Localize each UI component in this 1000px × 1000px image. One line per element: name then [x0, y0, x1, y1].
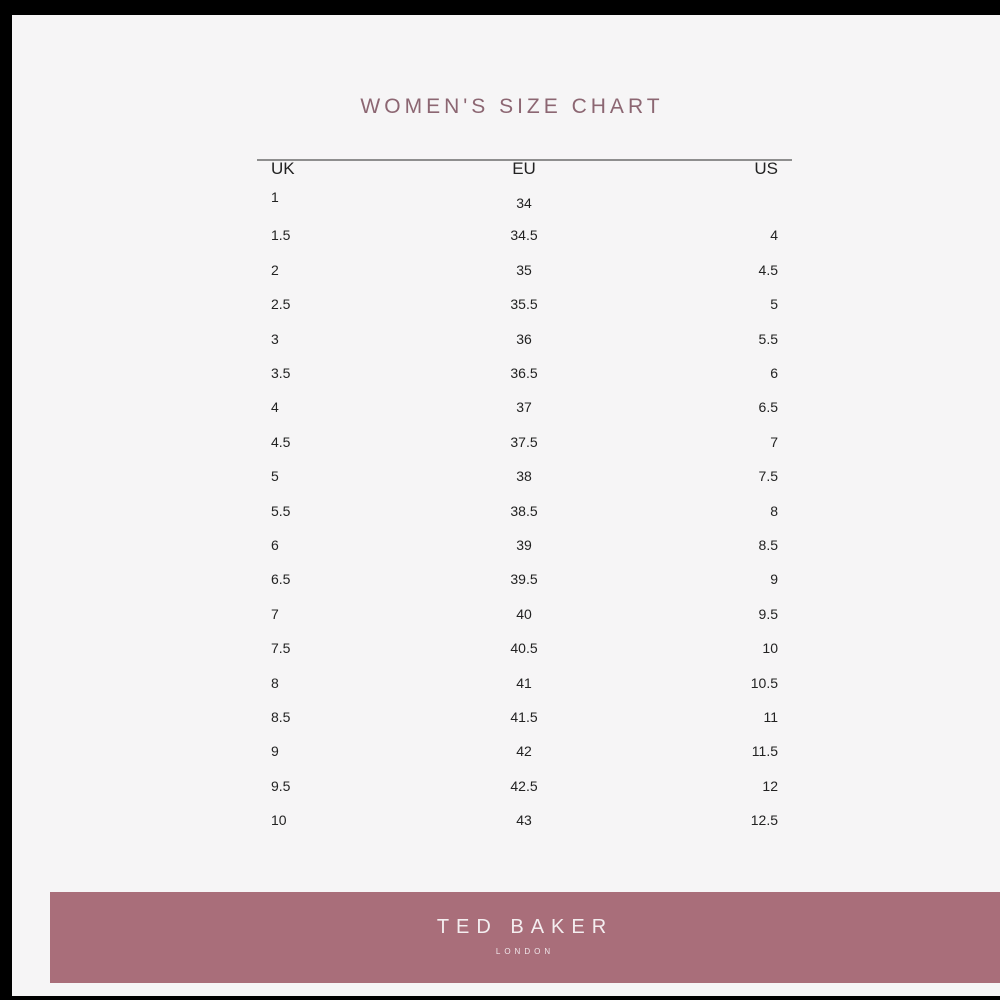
- size-chart-page: WOMEN'S SIZE CHART UK EU US 1 34 1.5 34.5 4 2…: [12, 15, 1000, 996]
- cell-us: 4.5: [758, 261, 778, 278]
- brand-logo: TED BAKER: [436, 916, 614, 938]
- cell-eu: 38.5: [510, 502, 538, 519]
- cell-eu: 41: [516, 674, 532, 691]
- table-row: 9 42 11.5: [12, 743, 1000, 763]
- cell-eu: 37: [516, 399, 532, 416]
- table-row: 9.5 42.5 12: [12, 778, 1000, 798]
- cell-eu: 40: [516, 605, 532, 622]
- cell-us: 8.5: [758, 537, 778, 553]
- cell-us: 6.5: [758, 399, 778, 416]
- table-row: 4 37 6.5: [12, 399, 1000, 419]
- cell-uk: 1.5: [271, 227, 291, 244]
- table-row: 3 36 5.5: [12, 331, 1000, 351]
- cell-uk: 7.5: [271, 640, 291, 657]
- cell-eu: 35: [516, 261, 532, 278]
- cell-us: 12: [762, 777, 778, 794]
- cell-us: 7: [770, 433, 778, 450]
- cell-us: 5: [770, 296, 778, 313]
- cell-uk: 5: [271, 468, 279, 485]
- header-eu: EU: [512, 159, 536, 178]
- cell-us: 7.5: [758, 468, 778, 485]
- cell-eu: 37.5: [510, 433, 538, 450]
- cell-eu: 38: [516, 468, 532, 485]
- cell-uk: 10: [271, 812, 287, 829]
- cell-us: 4: [770, 227, 778, 244]
- cell-eu: 42: [516, 743, 532, 760]
- cell-eu: 35.5: [510, 296, 538, 313]
- cell-eu: 41.5: [510, 709, 538, 725]
- table-header: UK EU US: [12, 159, 1000, 179]
- header-uk: UK: [271, 159, 295, 178]
- cell-eu: 39: [516, 537, 532, 553]
- cell-eu: 43: [516, 812, 532, 829]
- cell-uk: 7: [271, 605, 279, 622]
- table-row: 2 35 4.5: [12, 262, 1000, 282]
- cell-uk: 8.5: [271, 709, 291, 725]
- cell-eu: 42.5: [510, 777, 538, 794]
- cell-us: 11: [763, 709, 778, 725]
- cell-uk: 3: [271, 330, 279, 347]
- table-row: 8.5 41.5 11: [12, 709, 1000, 729]
- cell-uk: 4: [271, 399, 279, 416]
- table-row: 1.5 34.5 4: [12, 227, 1000, 247]
- cell-uk: 6.5: [271, 571, 291, 588]
- cell-eu: 36: [516, 330, 532, 347]
- table-row: 8 41 10.5: [12, 675, 1000, 695]
- table-row: 7 40 9.5: [12, 606, 1000, 626]
- table-row: 5.5 38.5 8: [12, 503, 1000, 523]
- cell-us: 9.5: [758, 605, 778, 622]
- table-row: 1 34: [12, 189, 1000, 211]
- cell-uk: 9: [271, 743, 279, 760]
- cell-uk: 2: [271, 261, 279, 278]
- cell-us: 10: [762, 640, 778, 657]
- cell-uk: 2.5: [271, 296, 291, 313]
- table-row: 6.5 39.5 9: [12, 571, 1000, 591]
- header-divider: [257, 159, 792, 161]
- cell-us: 9: [770, 571, 778, 588]
- cell-eu: 34.5: [510, 227, 538, 244]
- cell-uk: 1: [271, 189, 279, 205]
- cell-eu: 40.5: [510, 640, 538, 657]
- table-row: 7.5 40.5 10: [12, 640, 1000, 660]
- table-row: 4.5 37.5 7: [12, 434, 1000, 454]
- cell-uk: 3.5: [271, 365, 291, 381]
- cell-uk: 5.5: [271, 502, 291, 519]
- cell-us: 10.5: [750, 674, 778, 691]
- cell-us: 5.5: [758, 330, 778, 347]
- table-row: 3.5 36.5 6: [12, 365, 1000, 385]
- brand-banner: TED BAKER LONDON: [50, 892, 1000, 983]
- cell-uk: 4.5: [271, 433, 291, 450]
- table-row: 2.5 35.5 5: [12, 296, 1000, 316]
- cell-us: 11.5: [751, 743, 778, 760]
- cell-us: 8: [770, 502, 778, 519]
- cell-uk: 6: [271, 537, 279, 553]
- cell-uk: 8: [271, 674, 279, 691]
- header-us: US: [754, 159, 778, 178]
- page-title: WOMEN'S SIZE CHART: [360, 95, 664, 118]
- table-row: 5 38 7.5: [12, 468, 1000, 488]
- cell-us: 6: [770, 365, 778, 381]
- brand-subtitle: LONDON: [495, 947, 555, 956]
- cell-eu: 34: [516, 195, 532, 211]
- cell-uk: 9.5: [271, 777, 291, 794]
- table-row: 6 39 8.5: [12, 537, 1000, 557]
- cell-eu: 39.5: [510, 571, 538, 588]
- table-row: 10 43 12.5: [12, 812, 1000, 832]
- cell-eu: 36.5: [510, 365, 538, 381]
- cell-us: 12.5: [750, 812, 778, 829]
